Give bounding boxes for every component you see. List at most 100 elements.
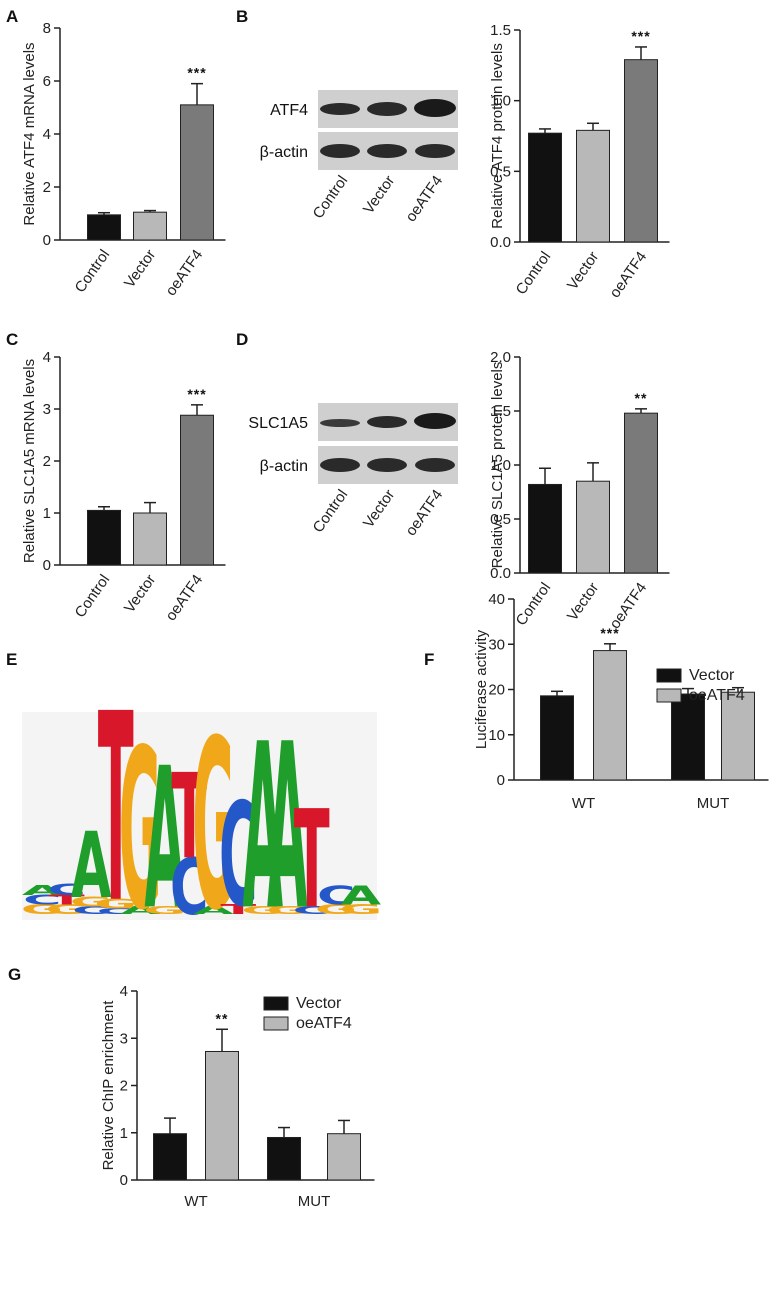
bar (87, 509, 121, 566)
logo-letter: C (317, 881, 356, 911)
y-axis-label: Relative SLC1A5 mRNA levels (21, 359, 38, 563)
chart-f: 0 10 20 30 40 Luciferase activity *** WT MUT Vect… (473, 591, 769, 812)
panel-label-b: B (236, 7, 248, 26)
band-actin-d-vector (367, 458, 407, 472)
legend-label: Vector (296, 995, 342, 1012)
y-tick-label: 10 (488, 727, 505, 744)
significance-marker: *** (187, 65, 206, 81)
y-tick-label: 1.5 (490, 403, 511, 420)
y-tick-label: 3 (120, 1030, 128, 1047)
legend-swatch (656, 688, 682, 703)
logo-letter: A (242, 696, 283, 962)
logo-letter: T (294, 783, 330, 940)
y-tick-label: 40 (488, 591, 505, 608)
band-slc1a5-oeatf4 (414, 413, 456, 429)
logo-letter: G (45, 902, 88, 917)
x-tick-label: Control (72, 572, 114, 621)
bar (671, 693, 705, 781)
logo-letter: C (23, 893, 62, 908)
chart-b: 0.0 0.5 1.0 1.5 Relative ATF4 protein levels… (489, 22, 670, 301)
x-tick-label: MUT (298, 1193, 331, 1210)
logo-background (22, 712, 377, 920)
x-tick-label: oeATF4 (162, 247, 206, 300)
logo-letter: G (70, 895, 113, 910)
logo-letter: A (267, 696, 308, 962)
logo-letter: G (143, 904, 186, 916)
logo-letter: C (47, 881, 86, 899)
panel-label-c: C (6, 330, 18, 349)
logo-letter: A (71, 814, 112, 919)
y-tick-label: 0.0 (490, 565, 511, 582)
logo-letter: A (120, 904, 162, 916)
logo-letter: A (340, 881, 381, 911)
bar (205, 1050, 239, 1181)
y-tick-label: 2 (120, 1078, 128, 1095)
blot-lane-label: oeATF4 (402, 173, 446, 226)
band-actin-b-oeatf4 (415, 144, 455, 158)
significance-marker: *** (600, 625, 619, 641)
y-tick-label: 4 (43, 126, 51, 143)
y-tick-label: 0 (120, 1172, 128, 1189)
x-tick-label: Vector (564, 580, 602, 625)
logo-letter: G (266, 904, 309, 916)
y-tick-label: 0 (43, 232, 51, 249)
legend-swatch (263, 1016, 289, 1031)
logo-letter: G (119, 701, 162, 958)
y-tick-label: 2 (43, 453, 51, 470)
y-axis-label: Relative ChIP enrichment (100, 1000, 117, 1171)
x-tick-label: Vector (121, 247, 159, 292)
logo-letter: C (72, 904, 111, 916)
logo-letter: C (96, 907, 135, 916)
western-blot-b: ATF4 β-actin Control Vector oeATF4 (260, 90, 458, 225)
significance-marker: ** (216, 1010, 229, 1026)
chart-a: 0 2 4 6 8 Relative ATF4 mRNA levels Control Vec… (21, 20, 226, 299)
x-tick-label: Control (513, 580, 555, 629)
logo-letter: G (241, 904, 284, 916)
y-axis-label: Luciferase activity (473, 629, 490, 749)
y-tick-label: 3 (43, 401, 51, 418)
blot-row-label: β-actin (260, 144, 308, 161)
panel-label-g: G (8, 965, 21, 984)
legend-label: Vector (689, 667, 735, 684)
panel-label-f: F (424, 650, 434, 669)
blot-lane-label: Control (310, 173, 352, 222)
y-tick-label: 4 (43, 349, 51, 366)
band-actin-b-control (320, 144, 360, 158)
x-tick-label: oeATF4 (162, 572, 206, 625)
blot-row-label: SLC1A5 (248, 415, 308, 432)
logo-letter: T (220, 902, 256, 917)
bar (133, 512, 167, 566)
significance-marker: *** (187, 386, 206, 402)
y-tick-label: 1 (120, 1125, 128, 1142)
y-tick-label: 4 (120, 983, 128, 1000)
bar (180, 414, 214, 566)
bar (153, 1133, 187, 1181)
y-tick-label: 1.0 (490, 457, 511, 474)
bar (593, 650, 627, 781)
bar (576, 129, 610, 243)
x-tick-label: Control (72, 247, 114, 296)
y-tick-label: 8 (43, 20, 51, 37)
logo-letter: C (292, 904, 331, 916)
blot-lane-label: oeATF4 (402, 487, 446, 540)
logo-letter: A (144, 726, 185, 953)
x-tick-label: Vector (121, 572, 159, 617)
band-atf4-control (320, 103, 360, 115)
y-tick-label: 1 (43, 505, 51, 522)
y-axis-label: Relative ATF4 mRNA levels (21, 42, 38, 225)
band-atf4-vector (367, 102, 407, 116)
bar (528, 132, 562, 243)
x-tick-label: oeATF4 (606, 249, 650, 302)
y-tick-label: 1.5 (490, 22, 511, 39)
logo-letter: T (49, 893, 85, 908)
y-axis-label: Relative ATF4 protein levels (489, 43, 506, 229)
logo-letter: G (315, 902, 358, 917)
y-tick-label: 0 (497, 772, 505, 789)
band-atf4-oeatf4 (414, 99, 456, 117)
bar (721, 691, 755, 781)
legend-label: oeATF4 (689, 687, 745, 704)
y-axis-label: Relative SLC1A5 protein levels (489, 362, 506, 569)
